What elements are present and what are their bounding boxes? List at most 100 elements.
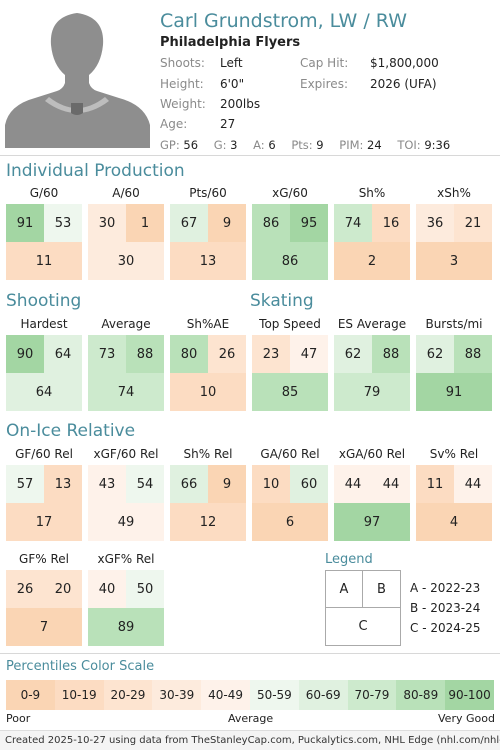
- percentile-tile-gf-60-rel: 57 13 17: [6, 465, 82, 541]
- scale-bin: 70-79: [347, 680, 397, 710]
- legend-entry-a: A - 2022-23: [410, 581, 481, 595]
- tile-value-b: 60: [290, 465, 328, 503]
- tile-value-c: 17: [6, 503, 82, 541]
- info-value-expires: 2026 (UFA): [370, 77, 437, 91]
- tile-value-c: 86: [252, 242, 328, 280]
- percentile-tile-a-60: 30 1 30: [88, 204, 164, 280]
- tile-value-c: 89: [88, 608, 164, 646]
- tile-value-c: 4: [416, 503, 492, 541]
- percentile-tile-xsh: 36 21 3: [416, 204, 492, 280]
- percentile-tile-sh-ae: 80 26 10: [170, 335, 246, 411]
- tile-value-c: 11: [6, 242, 82, 280]
- tile-value-a: 86: [252, 204, 290, 242]
- stat-g-label: G:: [213, 138, 227, 152]
- tile-label-sh: Sh%: [358, 186, 386, 200]
- info-label-shoots: Shoots:: [160, 56, 205, 70]
- tile-value-c: 91: [416, 373, 492, 411]
- percentile-tile-xga-60-rel: 44 44 97: [334, 465, 410, 541]
- tile-value-b: 50: [126, 570, 164, 608]
- percentile-tile-bursts-mi: 62 88 91: [416, 335, 492, 411]
- info-value-age: 27: [220, 117, 236, 131]
- legend-entry-b: B - 2023-24: [410, 601, 481, 615]
- tile-label-xsh: xSh%: [437, 186, 471, 200]
- tile-label-es-average: ES Average: [337, 317, 407, 331]
- tile-value-c: 30: [88, 242, 164, 280]
- tile-value-c: 64: [6, 373, 82, 411]
- info-value-height: 6'0": [220, 77, 245, 91]
- percentile-tile-sh-rel: 66 9 12: [170, 465, 246, 541]
- scale-bin: 80-89: [396, 680, 446, 710]
- tile-value-b: 9: [208, 465, 246, 503]
- tile-value-a: 43: [88, 465, 126, 503]
- tile-value-b: 54: [126, 465, 164, 503]
- stat-toi-value: 9:36: [424, 138, 451, 152]
- tile-value-a: 66: [170, 465, 208, 503]
- section-title-shooting: Shooting: [6, 291, 82, 311]
- tile-value-b: 26: [208, 335, 246, 373]
- tile-value-c: 13: [170, 242, 246, 280]
- stat-pts-label: Pts:: [291, 138, 313, 152]
- scale-bin: 20-29: [103, 680, 153, 710]
- percentile-tile-es-average: 62 88 79: [334, 335, 410, 411]
- player-team: Philadelphia Flyers: [160, 35, 301, 50]
- percentile-tile-gf-rel: 26 20 7: [6, 570, 82, 646]
- tile-label-xgf-rel: xGF% Rel: [97, 552, 155, 566]
- tile-label-hardest: Hardest: [20, 317, 68, 331]
- tile-label-a-60: A/60: [112, 186, 140, 200]
- divider: [0, 155, 500, 156]
- tile-value-c: 74: [88, 373, 164, 411]
- tile-value-c: 3: [416, 242, 492, 280]
- tile-value-a: 90: [6, 335, 44, 373]
- tile-value-b: 53: [44, 204, 82, 242]
- tile-value-b: 44: [372, 465, 410, 503]
- tile-value-a: 74: [334, 204, 372, 242]
- player-header: Carl Grundstrom, LW / RW Philadelphia Fl…: [0, 0, 500, 152]
- tile-value-b: 88: [372, 335, 410, 373]
- tile-value-b: 88: [126, 335, 164, 373]
- tile-value-a: 67: [170, 204, 208, 242]
- legend-entry-c: C - 2024-25: [410, 621, 481, 635]
- info-label-height: Height:: [160, 77, 204, 91]
- tile-value-b: 21: [454, 204, 492, 242]
- stat-pim-label: PIM:: [339, 138, 364, 152]
- color-scale-title: Percentiles Color Scale: [6, 659, 155, 674]
- tile-value-c: 7: [6, 608, 82, 646]
- season-statline: GP: 56 G: 3 A: 6 Pts: 9 PIM: 24 TOI: 9:3…: [160, 138, 462, 152]
- tile-label-g-60: G/60: [29, 186, 59, 200]
- percentile-tile-ga-60-rel: 10 60 6: [252, 465, 328, 541]
- tile-value-b: 95: [290, 204, 328, 242]
- tile-value-a: 26: [6, 570, 44, 608]
- tile-value-a: 80: [170, 335, 208, 373]
- tile-value-c: 12: [170, 503, 246, 541]
- legend-cell-b: B: [363, 571, 400, 608]
- tile-label-pts-60: Pts/60: [189, 186, 227, 200]
- percentile-tile-top-speed: 23 47 85: [252, 335, 328, 411]
- scale-bin: 30-39: [152, 680, 202, 710]
- info-value-weight: 200lbs: [220, 97, 261, 111]
- tile-label-ga-60-rel: GA/60 Rel: [260, 447, 320, 461]
- stat-pts-value: 9: [316, 138, 324, 152]
- tile-value-a: 91: [6, 204, 44, 242]
- tile-value-a: 10: [252, 465, 290, 503]
- player-silhouette-icon: [5, 5, 150, 148]
- tile-label-gf-60-rel: GF/60 Rel: [15, 447, 73, 461]
- tile-value-b: 64: [44, 335, 82, 373]
- info-label-expires: Expires:: [300, 77, 348, 91]
- scale-bin: 90-100: [445, 680, 494, 710]
- divider: [0, 653, 500, 654]
- tile-label-bursts-mi: Bursts/mi: [425, 317, 483, 331]
- percentile-tile-sv-rel: 11 44 4: [416, 465, 492, 541]
- player-name: Carl Grundstrom, LW / RW: [160, 10, 407, 32]
- tile-value-a: 36: [416, 204, 454, 242]
- stat-a-value: 6: [268, 138, 276, 152]
- legend-title: Legend: [325, 552, 373, 567]
- section-title-onice: On-Ice Relative: [6, 421, 136, 441]
- scale-bin: 0-9: [6, 680, 55, 710]
- tile-value-a: 57: [6, 465, 44, 503]
- tile-value-a: 62: [334, 335, 372, 373]
- footer-credits: Created 2025-10-27 using data from TheSt…: [0, 730, 500, 750]
- tile-label-xgf-60-rel: xGF/60 Rel: [93, 447, 159, 461]
- scale-caption-poor: Poor: [6, 712, 31, 725]
- section-title-skating: Skating: [250, 291, 314, 311]
- tile-value-c: 2: [334, 242, 410, 280]
